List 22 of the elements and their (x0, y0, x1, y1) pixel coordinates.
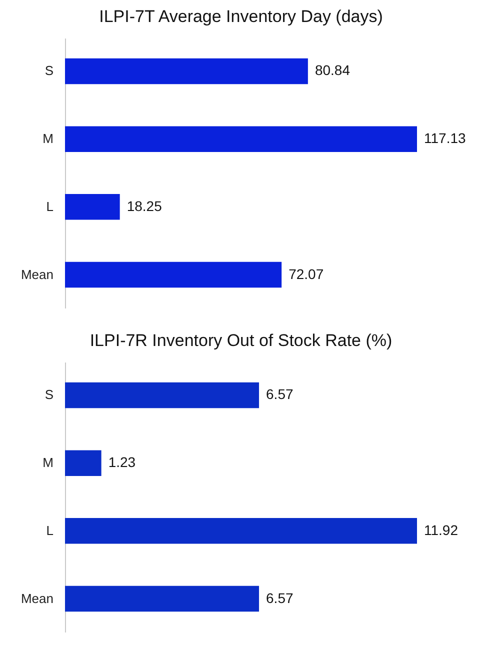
chart-title: ILPI-7T Average Inventory Day (days) (99, 7, 383, 26)
y-tick-label: L (46, 198, 54, 214)
data-label: 6.57 (266, 590, 294, 606)
bar (65, 194, 120, 220)
bar (65, 58, 308, 84)
y-tick-label: S (44, 63, 54, 78)
y-tick-label: S (44, 387, 54, 402)
data-label: 72.07 (288, 266, 324, 282)
y-tick-label: L (46, 522, 54, 538)
bar (65, 262, 282, 288)
chart-title: ILPI-7R Inventory Out of Stock Rate (%) (90, 331, 392, 350)
data-label: 1.23 (108, 454, 136, 470)
data-label: 117.13 (424, 130, 466, 146)
data-label: 80.84 (314, 62, 350, 78)
y-tick-label: M (42, 455, 54, 470)
bar (65, 126, 417, 152)
y-tick-label: Mean (20, 266, 54, 282)
y-tick-label: M (42, 131, 54, 146)
y-tick-label: Mean (20, 590, 54, 606)
data-label: 18.25 (126, 198, 162, 214)
data-label: 6.57 (266, 386, 294, 402)
data-label: 11.92 (424, 522, 458, 538)
